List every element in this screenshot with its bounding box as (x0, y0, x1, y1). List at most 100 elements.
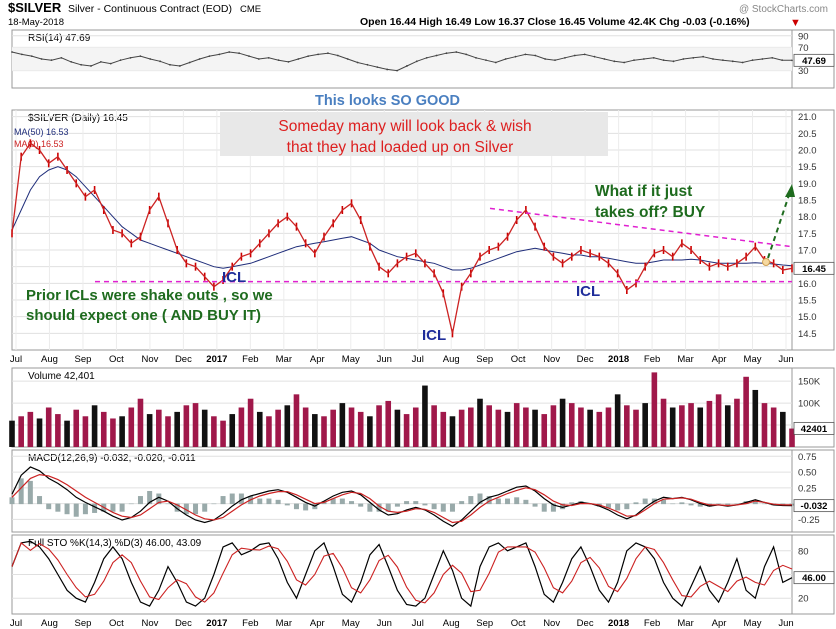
x-tick-label: Dec (577, 354, 594, 365)
volume-bar (348, 407, 355, 447)
x-tick-label: 2018 (608, 618, 629, 629)
macd-histogram-bar (459, 501, 465, 505)
rsi-point (415, 60, 418, 63)
breakout-arrow (767, 191, 791, 259)
macd-histogram-bar (550, 503, 556, 512)
macd-histogram-bar (9, 497, 15, 505)
x-tick-label: Mar (677, 618, 693, 629)
volume-bar (357, 411, 364, 447)
macd-histogram-bar (202, 503, 208, 512)
panel-title-volume: Volume 42,401 (28, 371, 95, 382)
volume-bar (312, 414, 318, 447)
macd-histogram-bar (339, 498, 345, 505)
x-tick-label: Apr (712, 354, 727, 365)
rsi-point (672, 60, 675, 63)
volume-bar (137, 398, 144, 447)
rsi-point (99, 61, 102, 63)
macd-histogram-bar (761, 503, 767, 505)
x-tick-label: 2018 (608, 354, 629, 365)
macd-signal-line (11, 473, 792, 524)
panel-title-price: $SILVER (Daily) 16.45 (28, 113, 128, 124)
x-tick-label: Dec (175, 618, 192, 629)
x-tick-label: Nov (141, 618, 158, 629)
rsi-point (603, 58, 606, 60)
x-tick-label: Feb (644, 618, 660, 629)
rsi-point (257, 58, 260, 60)
prior-icl-note-line1: Prior ICLs were shake outs , so we (26, 287, 273, 304)
x-tick-label: Sep (476, 618, 493, 629)
x-tick-label: Apr (310, 618, 325, 629)
macd-histogram-bar (165, 503, 171, 505)
x-tick-label: Jun (377, 354, 392, 365)
macd-histogram-bar (688, 503, 694, 506)
macd-histogram-bar (486, 496, 492, 505)
volume-bar (697, 407, 704, 447)
volume-bar (568, 403, 575, 447)
volume-bar (486, 405, 492, 447)
volume-bar (752, 389, 759, 447)
x-tick-label: Dec (577, 618, 594, 629)
macd-histogram-bar (147, 491, 153, 505)
y-tick-label-stochastic: 80 (798, 546, 809, 557)
volume-bar (559, 398, 566, 447)
y-tick-label-price: 20.0 (798, 146, 817, 157)
x-tick-label: Jul (412, 354, 424, 365)
sto-d-line (11, 542, 793, 604)
volume-bar (468, 407, 474, 447)
x-tick-label: May (744, 618, 762, 629)
x-tick-label: Sep (75, 618, 92, 629)
volume-bar (578, 407, 584, 447)
y-tick-label-price: 21.0 (798, 112, 817, 123)
macd-histogram-bar (156, 493, 162, 505)
panels: JulJulAugAugSepSepOctOctNovNovDecDec2017… (9, 47, 835, 629)
volume-bar (651, 372, 658, 447)
rsi-point (228, 51, 231, 53)
rsi-point (751, 59, 754, 62)
y-tick-label-price: 18.5 (798, 196, 817, 207)
x-tick-label: 2017 (206, 354, 227, 365)
rsi-point (70, 61, 73, 63)
volume-bar (284, 405, 291, 447)
x-tick-label: Apr (712, 618, 727, 629)
volume-bar (9, 420, 15, 447)
rsi-point (741, 61, 744, 64)
macd-histogram-bar (385, 503, 391, 512)
y-tick-label-price: 18.0 (798, 212, 817, 223)
close-icon[interactable]: ▼ (790, 17, 801, 29)
axis-frame-price (791, 109, 835, 351)
macd-histogram-bar (229, 493, 235, 505)
rsi-point (544, 58, 547, 60)
macd-histogram-bar (734, 503, 740, 505)
volume-bar (412, 407, 419, 447)
rsi-point (20, 53, 23, 56)
x-tick-label: Nov (141, 354, 158, 365)
macd-histogram-bar (624, 503, 630, 510)
volume-bar (156, 409, 162, 447)
x-tick-label: Feb (242, 354, 258, 365)
volume-bar (743, 376, 749, 447)
legend-ma50: MA(50) 16.53 (14, 127, 69, 137)
x-tick-label: Nov (543, 618, 560, 629)
y-tick-label-macd: 0.25 (798, 483, 817, 494)
volume-bar (541, 414, 548, 447)
x-tick-label: Aug (41, 618, 58, 629)
rsi-point (721, 59, 724, 62)
volume-bar (91, 405, 98, 447)
macd-histogram-bar (560, 503, 566, 510)
legend-ma9: MA(9) 16.53 (14, 139, 64, 149)
rsi-point (692, 56, 695, 59)
rsi-point (524, 53, 527, 56)
rsi-point (771, 56, 774, 59)
macd-histogram-bar (220, 496, 226, 505)
macd-histogram-bar (615, 503, 621, 511)
x-tick-label: Dec (175, 354, 192, 365)
x-tick-label: Nov (543, 354, 560, 365)
macd-histogram-bar (532, 503, 538, 507)
macd-histogram-bar (413, 501, 419, 505)
rsi-point (702, 55, 705, 58)
macd-histogram-bar (605, 503, 611, 508)
rsi-point (435, 54, 438, 57)
volume-bar (330, 409, 336, 447)
rsi-point (119, 59, 122, 62)
x-tick-label: Apr (310, 354, 325, 365)
